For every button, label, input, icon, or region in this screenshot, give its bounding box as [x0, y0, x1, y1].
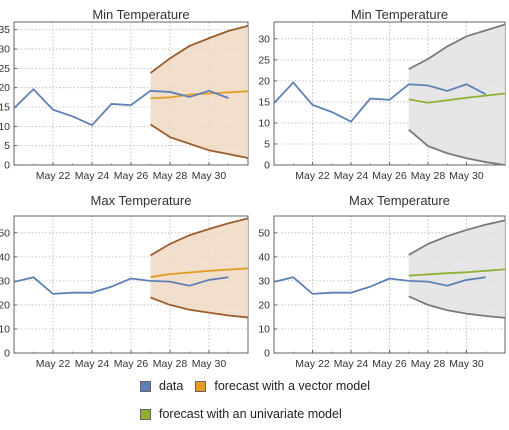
- x-tick-label: May 26: [372, 170, 407, 182]
- y-tick-label: 5: [4, 140, 10, 152]
- x-tick-label: May 26: [114, 358, 149, 370]
- x-tick-label: May 28: [153, 170, 188, 182]
- chart-title: Max Temperature: [349, 193, 450, 208]
- forecast-line: [408, 92, 506, 104]
- y-tick-label: 40: [0, 251, 10, 263]
- y-tick-label: 40: [258, 251, 270, 263]
- y-tick-label: 25: [0, 63, 10, 75]
- y-tick-label: 20: [258, 299, 270, 311]
- y-tick-label: 15: [258, 96, 270, 108]
- band-lower-line: [408, 295, 506, 319]
- confidence-band: [150, 25, 248, 159]
- legend-row-2: forecast with an univariate model: [140, 406, 354, 422]
- legend-label-univariate: forecast with an univariate model: [159, 407, 342, 421]
- y-tick-label: 25: [258, 54, 270, 66]
- legend-item-univariate: forecast with an univariate model: [140, 407, 342, 421]
- legend-label-vector: forecast with a vector model: [214, 379, 370, 393]
- x-tick-label: May 24: [334, 358, 369, 370]
- data-line: [13, 276, 229, 295]
- band-upper-line: [150, 217, 249, 257]
- y-tick-label: 50: [258, 227, 270, 239]
- x-tick-label: May 30: [449, 358, 484, 370]
- band-lower-line: [408, 128, 506, 166]
- confidence-band: [408, 220, 505, 318]
- chart-panel-4: Max Temperature May 22 May 24 May 26 May 28 M…: [258, 193, 506, 370]
- chart-panel-3: Max Temperature May 22 May 24 May 26 May 28 M…: [0, 193, 249, 370]
- y-tick-label: 20: [0, 299, 10, 311]
- y-tick-label: 50: [0, 227, 10, 239]
- x-tick-label: May 24: [334, 170, 369, 182]
- x-tick-label: May 22: [295, 358, 330, 370]
- legend: data forecast with a vector model foreca…: [140, 378, 500, 428]
- band-lower-line: [150, 123, 249, 159]
- x-tick-label: May 28: [411, 170, 446, 182]
- legend-swatch-data: [140, 380, 151, 392]
- band-lower-line: [150, 296, 249, 319]
- data-line: [273, 81, 487, 123]
- y-tick-label: 30: [0, 275, 10, 287]
- x-tick-label: May 28: [153, 358, 188, 370]
- y-tick-label: 30: [258, 33, 270, 45]
- y-tick-label: 30: [258, 275, 270, 287]
- chart-panel-2: Min Temperature May 22 May 24 May 26 May 28 M…: [258, 7, 506, 182]
- y-tick-label: 15: [0, 102, 10, 114]
- y-tick-label: 20: [0, 82, 10, 94]
- legend-swatch-univariate: [140, 408, 151, 420]
- legend-row-1: data forecast with a vector model: [140, 378, 382, 394]
- y-tick-label: 0: [264, 348, 270, 360]
- data-line: [273, 276, 486, 295]
- y-tick-label: 0: [4, 160, 10, 172]
- x-tick-label: May 22: [36, 170, 71, 182]
- chart-panel-1: Min Temperature May 22 May 24 May 26 May 28 M…: [0, 7, 249, 182]
- y-tick-label: 30: [0, 44, 10, 56]
- chart-title: Min Temperature: [92, 7, 189, 22]
- y-tick-label: 10: [258, 323, 270, 335]
- x-tick-label: May 30: [192, 358, 227, 370]
- legend-item-vector: forecast with a vector model: [195, 379, 370, 393]
- x-tick-label: May 22: [36, 358, 71, 370]
- x-tick-label: May 30: [449, 170, 484, 182]
- y-tick-label: 5: [264, 138, 270, 150]
- legend-item-data: data: [140, 379, 183, 393]
- band-upper-line: [408, 23, 506, 70]
- chart-title: Min Temperature: [351, 7, 448, 22]
- chart-title: Max Temperature: [91, 193, 192, 208]
- y-tick-label: 35: [0, 24, 10, 36]
- y-tick-label: 10: [258, 117, 270, 129]
- y-tick-label: 10: [0, 323, 10, 335]
- x-tick-label: May 28: [411, 358, 446, 370]
- confidence-band: [408, 24, 505, 165]
- x-tick-label: May 26: [372, 358, 407, 370]
- band-upper-line: [408, 219, 506, 256]
- band-upper-line: [149, 24, 249, 74]
- y-tick-label: 0: [4, 348, 10, 360]
- confidence-band: [150, 218, 248, 318]
- y-tick-label: 20: [258, 75, 270, 87]
- x-tick-label: May 30: [192, 170, 227, 182]
- legend-label-data: data: [159, 379, 184, 393]
- y-tick-label: 0: [264, 160, 270, 172]
- x-tick-label: May 24: [75, 358, 110, 370]
- forecast-line: [150, 267, 249, 278]
- data-line: [13, 87, 229, 127]
- y-tick-label: 10: [0, 121, 10, 133]
- x-tick-label: May 22: [295, 170, 330, 182]
- forecast-line: [408, 268, 506, 277]
- x-tick-label: May 26: [114, 170, 149, 182]
- legend-swatch-vector: [195, 380, 207, 392]
- x-tick-label: May 24: [75, 170, 110, 182]
